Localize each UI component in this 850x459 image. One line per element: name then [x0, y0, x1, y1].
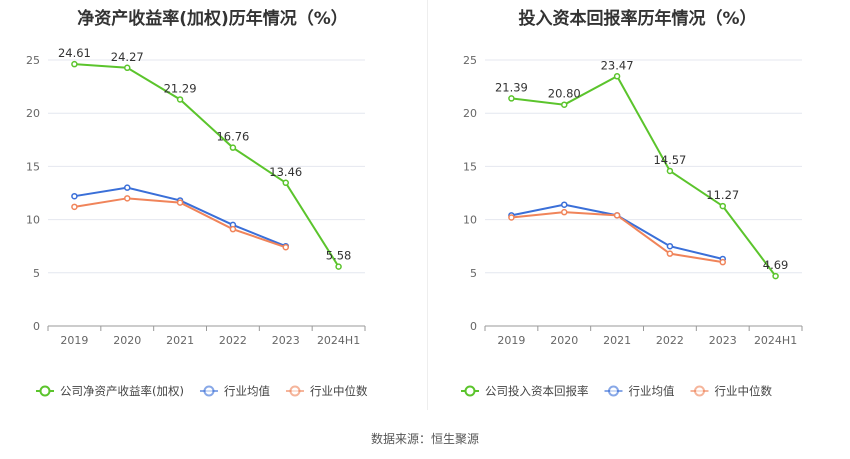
- data-point-industry_median: [666, 250, 674, 257]
- y-tick-label: 25: [26, 54, 40, 67]
- data-point-company: [666, 167, 674, 175]
- data-point-company: [229, 144, 237, 151]
- legend-item-industry_avg: 行业均值: [604, 384, 675, 398]
- panel-divider: [427, 0, 428, 410]
- data-point-company: [508, 95, 515, 102]
- roic-chart: 0 5 10 15 20 25 2019 2020 2021 2022 2023 2024H1 21.3…: [461, 54, 803, 398]
- data-point-industry_median: [508, 214, 515, 221]
- legend-swatch-marker: [39, 385, 51, 397]
- data-point-industry_avg: [561, 201, 568, 208]
- data-label: 21.29: [164, 81, 197, 95]
- y-tick-label: 5: [33, 267, 40, 280]
- y-tick-label: 15: [26, 160, 40, 173]
- data-point-industry_median: [719, 258, 726, 266]
- legend-swatch-marker: [289, 385, 301, 397]
- x-tick-label: 2020: [113, 334, 141, 347]
- data-point-company: [124, 64, 131, 72]
- x-tick-label: 2022: [656, 334, 684, 347]
- y-tick-label: 10: [26, 214, 40, 227]
- legend-label: 行业中位数: [715, 384, 773, 398]
- y-tick-label: 0: [470, 320, 477, 333]
- x-tick-label: 2021: [603, 334, 631, 347]
- x-tick-label: 2022: [219, 334, 247, 347]
- y-tick-label: 10: [463, 214, 477, 227]
- x-tick-label: 2023: [272, 334, 300, 347]
- data-label: 11.27: [706, 188, 739, 202]
- legend-swatch-marker: [608, 385, 619, 397]
- x-tick-label: 2024H1: [754, 334, 797, 347]
- data-point-industry_avg: [71, 192, 78, 200]
- legend-swatch-marker: [694, 385, 705, 397]
- data-label: 14.57: [653, 153, 686, 167]
- data-point-industry_median: [561, 208, 568, 216]
- data-point-company: [176, 96, 184, 103]
- data-point-company: [613, 73, 621, 80]
- data-label: 20.80: [548, 87, 581, 101]
- roe-chart: 0 5 10 15 20 25 2019 2020 2021 2022 2023 2024H1 24.6…: [26, 46, 368, 398]
- data-point-industry_median: [282, 244, 289, 251]
- legend-item-company: 公司投入资本回报率: [461, 384, 589, 398]
- y-tick-label: 20: [463, 107, 477, 120]
- data-label: 23.47: [601, 58, 634, 72]
- roic-chart-panel: 投入资本回报率历年情况（%） 0 5 10 15 20 25 2019 2020 2021 202…: [425, 0, 850, 410]
- series-line-company: [74, 63, 340, 268]
- data-point-industry_median: [229, 225, 237, 233]
- legend-item-industry_median: 行业中位数: [285, 384, 368, 398]
- roe-chart-panel: 净资产收益率(加权)历年情况（%） 0 5 10 15 20 25 2019 2020 2021…: [0, 0, 425, 410]
- x-tick-label: 2023: [709, 334, 737, 347]
- legend-label: 行业均值: [629, 384, 675, 398]
- chart-title: 净资产收益率(加权)历年情况（%）: [77, 9, 348, 29]
- y-tick-label: 5: [470, 267, 477, 280]
- y-tick-label: 15: [463, 160, 477, 173]
- data-label: 21.39: [495, 80, 528, 94]
- legend-swatch-marker: [203, 385, 215, 397]
- x-tick-label: 2021: [166, 334, 194, 347]
- legend-label: 公司投入资本回报率: [485, 384, 589, 398]
- x-tick-label: 2019: [497, 334, 525, 347]
- data-label: 24.61: [58, 46, 91, 60]
- data-point-company: [335, 263, 342, 270]
- x-tick-label: 2019: [60, 334, 88, 347]
- y-tick-label: 20: [26, 107, 40, 120]
- data-source-note: 数据来源：恒生聚源: [370, 432, 479, 446]
- data-point-company: [282, 179, 289, 187]
- legend-item-industry_avg: 行业均值: [199, 384, 270, 398]
- y-tick-label: 0: [33, 320, 40, 333]
- x-tick-label: 2020: [550, 334, 578, 347]
- data-point-industry_median: [71, 203, 78, 211]
- data-label: 5.58: [326, 249, 352, 263]
- data-label: 13.46: [269, 165, 302, 179]
- data-point-industry_median: [613, 212, 621, 219]
- x-tick-label: 2024H1: [317, 334, 360, 347]
- legend-item-industry_median: 行业中位数: [690, 384, 773, 398]
- data-label: 4.69: [763, 258, 789, 272]
- data-point-industry_median: [176, 199, 184, 206]
- data-label: 16.76: [216, 130, 249, 144]
- data-label: 24.27: [111, 50, 144, 64]
- y-tick-label: 25: [463, 54, 477, 67]
- chart-title: 投入资本回报率历年情况（%）: [518, 9, 757, 29]
- legend-swatch-marker: [464, 385, 476, 397]
- data-point-industry_avg: [666, 242, 674, 250]
- series-line-company: [511, 74, 777, 277]
- legend-item-company: 公司净资产收益率(加权): [36, 384, 184, 398]
- data-point-company: [561, 101, 568, 108]
- data-point-industry_avg: [124, 184, 131, 191]
- legend-label: 公司净资产收益率(加权): [60, 384, 184, 398]
- legend-label: 行业均值: [224, 384, 270, 398]
- legend-label: 行业中位数: [310, 384, 368, 398]
- data-point-company: [71, 60, 78, 68]
- data-point-company: [772, 272, 779, 280]
- data-point-company: [719, 202, 726, 210]
- data-point-industry_median: [124, 195, 131, 202]
